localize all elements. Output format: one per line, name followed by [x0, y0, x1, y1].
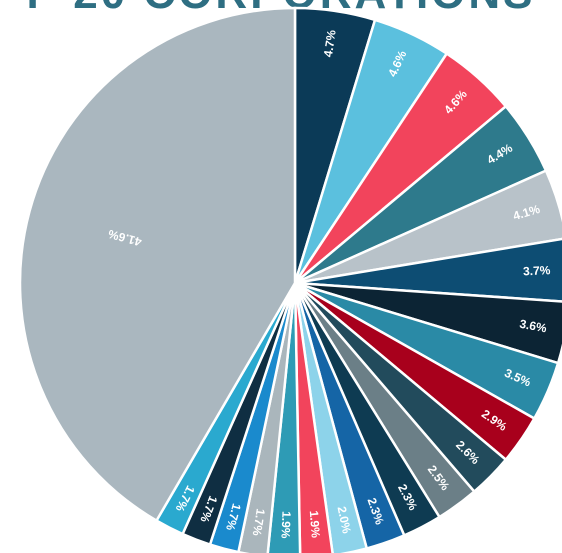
slice-label: 3.6%: [518, 317, 548, 336]
pie-slice: [18, 6, 297, 523]
chart-title-strip: P 20 CORPORATIONS: [0, 0, 562, 14]
pie-slice: [294, 168, 562, 285]
slice-label: 1.7%: [223, 502, 244, 532]
pie-slice: [266, 282, 302, 553]
slice-label: 2.0%: [335, 505, 354, 535]
slice-label: 1.9%: [278, 511, 293, 539]
pie-slice: [293, 282, 369, 553]
chart-title: P 20 CORPORATIONS: [0, 0, 562, 14]
slice-label: 4.7%: [321, 29, 339, 58]
pie-slice: [294, 237, 562, 303]
pie-slices: [18, 6, 562, 553]
pie-slice: [293, 282, 334, 553]
slice-label: 3.7%: [523, 263, 551, 278]
slice-label: 1.9%: [307, 510, 323, 539]
slice-label: 1.7%: [250, 508, 268, 538]
